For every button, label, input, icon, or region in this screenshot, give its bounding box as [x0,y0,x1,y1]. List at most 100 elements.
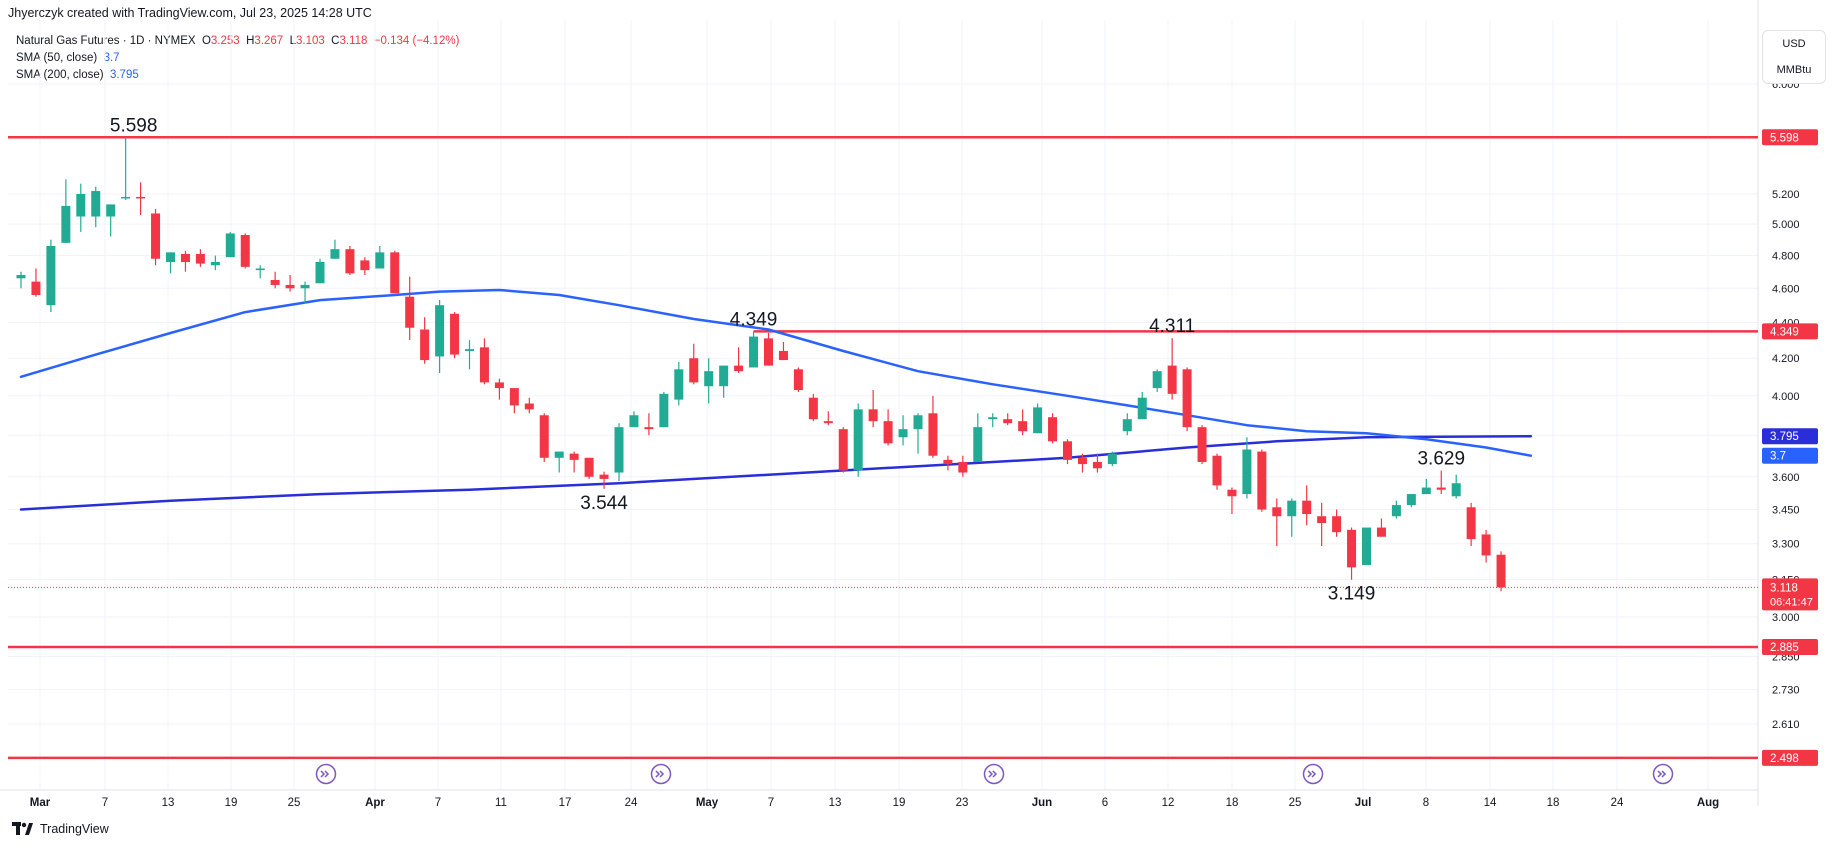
candle [749,331,759,368]
level-price-label-bg [1762,129,1818,146]
price-annotations: 5.598 3.544 4.349 4.311 3.149 3.629 [110,115,1465,604]
candle [599,471,609,489]
candle [300,281,310,304]
sma50-label: SMA (50, close) [16,52,98,64]
candle [629,411,639,428]
x-tick-label: Mar [30,797,51,809]
candle-body [719,365,729,387]
bar-countdown-label: 06:41:47 [1770,596,1813,608]
candle-body [1406,494,1416,506]
candle-body [958,461,968,473]
candle-body [704,371,714,387]
candle-body [390,252,400,294]
tradingview-logo-icon [12,822,33,835]
candle-body [988,417,998,420]
candle [405,276,415,341]
candle-body [1376,527,1386,537]
sma200-label: SMA (200, close) [16,69,104,81]
candle-body [1242,449,1252,495]
candle-body [121,196,131,199]
candle-body [1092,461,1102,469]
candle-body [674,369,684,400]
level-price-label: 2.885 [1770,642,1799,654]
currency-label: USD [1782,38,1806,50]
y-tick-label: 3.300 [1772,539,1800,551]
y-tick-label: 2.610 [1772,719,1800,731]
legend-sma50-row[interactable]: SMA (50, close) 3.7 [16,50,459,67]
candle [509,388,519,414]
x-tick-label: 25 [1289,797,1302,809]
event-marker-icon[interactable] [1302,763,1324,785]
currency-unit-selector[interactable]: USD MMBtu [1762,30,1826,84]
candle-body [1421,487,1431,495]
candle [1362,527,1371,565]
event-marker-icon[interactable] [983,763,1005,785]
candle-body [1317,516,1327,524]
candle [1376,518,1386,537]
candle [988,413,998,428]
candle [435,300,445,374]
close-value: 3.118 [339,35,368,47]
candle [61,179,71,243]
candle-body [584,457,594,477]
candle [360,257,370,276]
candle [450,312,460,359]
candle [1406,494,1416,508]
sma-price-label-bg [1762,447,1818,464]
event-marker-icon[interactable] [315,763,337,785]
candle [704,358,714,404]
sma50-line [19,288,1533,457]
candle [973,413,983,462]
candle [270,271,280,289]
candle-body [1391,505,1401,517]
candle [554,451,564,473]
x-tick-label: 24 [625,797,638,809]
candle-body [210,261,220,266]
candle [793,367,803,392]
close-label: C [331,35,340,47]
candle [151,208,161,266]
candle [1436,470,1446,495]
candle-body [76,194,86,217]
candle-body [838,429,848,471]
level-price-label: 2.498 [1770,753,1799,765]
tradingview-branding: TradingView [12,822,109,836]
level-price-label: 4.349 [1770,326,1799,338]
candle-body [225,233,235,258]
candle [778,341,788,361]
x-tick-label: 25 [288,797,301,809]
y-tick-label: 4.200 [1772,353,1800,365]
candle [1496,551,1506,592]
candle-body [868,409,878,422]
candle-body [1003,419,1013,424]
branding-text: TradingView [40,822,109,836]
x-tick-label: 18 [1547,797,1560,809]
candle [1018,409,1028,436]
y-tick-label: 5.000 [1772,219,1800,231]
candle-body [195,253,205,264]
candle-body [1287,500,1297,517]
event-marker-arrows [1657,770,1667,778]
candle [539,413,549,462]
candle [225,231,235,258]
candle-body [255,268,265,271]
candle-body [1137,397,1147,420]
candle-body [91,191,101,217]
candle [210,255,220,271]
event-marker-icon[interactable] [1652,763,1674,785]
candle-body [450,313,460,355]
event-marker-arrows [320,770,330,778]
candle [195,249,205,267]
x-axis: Mar 7 13 19 25 Apr 7 11 17 24 May 7 13 19 23 Jun 6 12 18 25… [30,797,1719,809]
x-tick-label: 24 [1611,797,1624,809]
x-tick-label: 8 [1423,797,1429,809]
candle [1451,474,1461,499]
legend-sma200-row[interactable]: SMA (200, close) 3.795 [16,67,459,84]
event-marker-icon[interactable] [650,763,672,785]
candle [943,455,953,471]
y-tick-label: 3.000 [1772,612,1800,624]
candle [31,268,41,297]
candle [1063,439,1072,465]
candle [764,333,773,366]
